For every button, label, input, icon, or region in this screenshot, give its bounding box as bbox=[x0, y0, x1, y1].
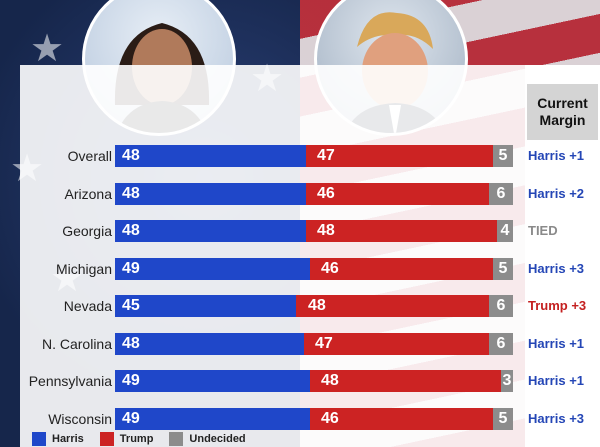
legend: Harris Trump Undecided bbox=[32, 430, 246, 447]
bar-harris: 48 bbox=[115, 145, 306, 167]
bar-trump: 46 bbox=[310, 258, 493, 280]
margin-value: Trump +3 bbox=[528, 298, 587, 313]
bar-undecided: 6 bbox=[489, 295, 513, 317]
legend-swatch-harris bbox=[32, 431, 46, 446]
row-label: Georgia bbox=[62, 223, 112, 239]
bar-harris: 45 bbox=[115, 295, 296, 317]
bar-harris: 49 bbox=[115, 370, 310, 392]
margin-value: Harris +1 bbox=[528, 373, 585, 388]
bar-harris: 49 bbox=[115, 408, 310, 430]
legend-label: Harris bbox=[52, 432, 84, 445]
bar-harris: 48 bbox=[115, 220, 306, 242]
legend-item-undecided: Undecided bbox=[169, 431, 246, 446]
bar-undecided: 5 bbox=[493, 258, 513, 280]
bar-trump: 46 bbox=[306, 183, 489, 205]
margin-value: TIED bbox=[528, 223, 558, 238]
bar-undecided: 5 bbox=[493, 408, 513, 430]
bar-undecided: 6 bbox=[489, 183, 513, 205]
row-label: N. Carolina bbox=[41, 336, 112, 352]
bar-trump: 47 bbox=[304, 333, 489, 355]
bar-undecided: 6 bbox=[489, 333, 513, 355]
bar-trump: 48 bbox=[310, 370, 501, 392]
row-label: Overall bbox=[67, 148, 112, 164]
bar-harris: 49 bbox=[115, 258, 310, 280]
legend-item-trump: Trump bbox=[99, 431, 154, 446]
bar-harris: 48 bbox=[115, 183, 306, 205]
bar-trump: 46 bbox=[310, 408, 493, 430]
margin-value: Harris +1 bbox=[528, 148, 585, 163]
legend-swatch-trump bbox=[99, 431, 114, 446]
margin-column-header: Current Margin bbox=[527, 84, 598, 140]
bar-trump: 48 bbox=[306, 220, 497, 242]
bar-undecided: 3 bbox=[501, 370, 513, 392]
legend-item-harris: Harris bbox=[32, 431, 84, 446]
legend-swatch-undecided bbox=[169, 431, 184, 446]
margin-value: Harris +3 bbox=[528, 411, 585, 426]
row-label: Pennsylvania bbox=[28, 373, 112, 389]
row-label: Arizona bbox=[64, 186, 112, 202]
bar-undecided: 5 bbox=[493, 145, 513, 167]
margin-value: Harris +2 bbox=[528, 186, 585, 201]
row-label: Michigan bbox=[55, 261, 112, 277]
bar-undecided: 4 bbox=[497, 220, 513, 242]
bar-trump: 47 bbox=[306, 145, 493, 167]
margin-value: Harris +3 bbox=[528, 261, 585, 276]
row-label: Nevada bbox=[63, 298, 112, 314]
row-label: Wisconsin bbox=[48, 411, 112, 427]
star-icon: ★ bbox=[30, 28, 65, 70]
margin-value: Harris +1 bbox=[528, 336, 585, 351]
legend-label: Undecided bbox=[189, 432, 246, 445]
bar-trump: 48 bbox=[296, 295, 489, 317]
bar-harris: 48 bbox=[115, 333, 304, 355]
legend-label: Trump bbox=[119, 432, 154, 445]
